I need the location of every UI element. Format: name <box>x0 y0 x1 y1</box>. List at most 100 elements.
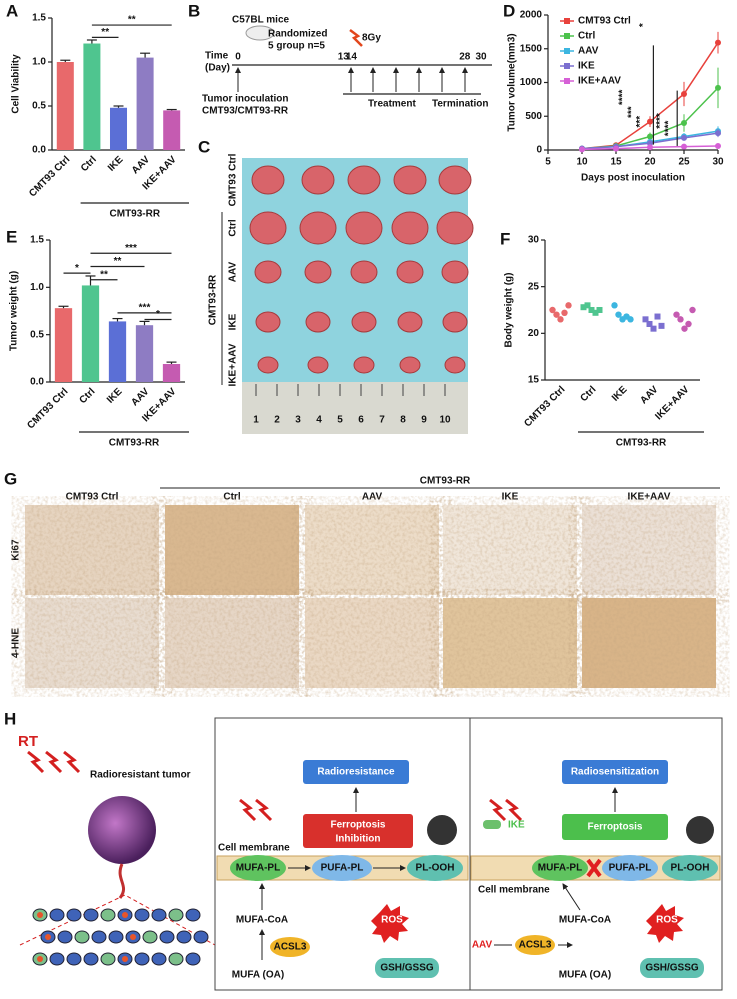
point <box>681 134 687 141</box>
point <box>627 316 634 323</box>
ros-label: ROS <box>656 915 678 926</box>
point <box>715 142 721 149</box>
y-tick-label: 30 <box>528 235 540 246</box>
legend-marker <box>564 78 570 84</box>
timeline: C57BL mice Randomized 5 group n=5 8Gy Ti… <box>202 15 492 117</box>
legend-label: CMT93 Ctrl <box>578 16 631 27</box>
histology-texture <box>25 505 159 595</box>
histology-texture <box>443 598 577 688</box>
y-axis-label: Tumor weight (g) <box>9 271 20 351</box>
x-tick-label: Ctrl <box>579 384 599 404</box>
y-tick-label: 20 <box>528 328 540 339</box>
randomized-label: 5 group n=5 <box>268 41 325 52</box>
column-label: IKE+AAV <box>628 492 671 503</box>
sig-label: **** <box>617 89 628 105</box>
sig-label: ** <box>114 256 122 267</box>
tumor <box>441 260 469 284</box>
bar <box>163 110 181 150</box>
point <box>647 144 653 151</box>
x-axis-label: Days post inoculation <box>581 173 685 184</box>
bar <box>56 62 74 150</box>
sig-label: *** <box>635 116 646 128</box>
tumor <box>249 211 287 245</box>
y-tick-label: 0.0 <box>30 377 44 388</box>
y-tick-label: 2000 <box>520 10 543 21</box>
inoculation-label: CMT93/CMT93-RR <box>202 106 289 117</box>
cell <box>134 952 150 966</box>
point <box>646 321 653 327</box>
row-label: Ki67 <box>11 539 22 561</box>
ruler-label: 2 <box>274 415 280 426</box>
x-tick-label: AAV <box>638 384 660 406</box>
panel-label: D <box>503 1 515 20</box>
y-axis-label: Tumor volume(mm3) <box>507 33 518 131</box>
tumor <box>442 311 468 333</box>
nucleus <box>122 912 128 918</box>
nucleus <box>45 934 51 940</box>
y-tick-label: 1500 <box>520 43 543 54</box>
tumor <box>304 260 332 284</box>
gsh-label: GSH/GSSG <box>645 963 699 974</box>
x-tick-label: 5 <box>545 157 551 168</box>
sig-label: *** <box>125 243 137 254</box>
point <box>584 302 591 309</box>
column-label: AAV <box>362 492 383 503</box>
group-label: CMT93-RR <box>109 438 160 449</box>
row-label: IKE <box>228 313 239 330</box>
panel-label: F <box>500 229 510 248</box>
y-axis-label: Body weight (g) <box>504 273 515 348</box>
coa-label: MUFA-CoA <box>559 915 611 926</box>
nucleus <box>130 934 136 940</box>
bar <box>108 321 127 382</box>
y-tick-label: 1000 <box>520 77 543 88</box>
sig-label: ** <box>128 15 136 26</box>
point <box>596 307 603 313</box>
cell <box>66 908 82 922</box>
lipid-label: MUFA-PL <box>538 863 582 874</box>
x-tick-label: AAV <box>129 386 151 408</box>
tumor <box>391 211 429 245</box>
sig-label: *** <box>626 106 637 118</box>
tumor <box>257 356 279 374</box>
column-label: CMT93 Ctrl <box>66 492 119 503</box>
legend-label: Ctrl <box>578 31 595 42</box>
nucleus <box>37 912 43 918</box>
point <box>658 322 665 329</box>
lipid-label: PL-OOH <box>416 863 455 874</box>
cell <box>83 952 99 966</box>
enzyme-label: ACSL3 <box>519 940 552 951</box>
dose-label: 8Gy <box>362 33 381 44</box>
cell <box>100 908 116 922</box>
ruler-label: 1 <box>253 415 259 426</box>
tumor <box>345 211 383 245</box>
y-tick-label: 0.0 <box>32 145 46 156</box>
point <box>685 320 692 328</box>
x-tick-label: 25 <box>678 157 690 168</box>
cell <box>100 952 116 966</box>
y-tick-label: 0.5 <box>30 329 44 340</box>
ruler-label: 3 <box>295 415 301 426</box>
tumor <box>254 260 282 284</box>
point <box>647 133 653 140</box>
histology-texture <box>165 505 299 595</box>
y-tick-label: 1.5 <box>32 13 46 24</box>
legend-label: IKE <box>578 61 595 72</box>
bar <box>136 57 154 150</box>
rt-label: RT <box>18 733 38 750</box>
point <box>650 325 657 332</box>
tumor-label: Radioresistant tumor <box>90 770 191 781</box>
lipid-label: PUFA-PL <box>321 863 364 874</box>
sig-label: ** <box>101 27 109 38</box>
point <box>549 306 556 314</box>
coa-label: MUFA-CoA <box>236 915 288 926</box>
histology-texture <box>305 505 439 595</box>
point <box>715 39 721 46</box>
cell <box>168 908 184 922</box>
day-label: 30 <box>475 52 487 63</box>
cell <box>176 930 192 944</box>
y-tick-label: 0.5 <box>32 101 46 112</box>
outcome-label: Radioresistance <box>317 767 395 778</box>
panel-label: C <box>198 137 210 156</box>
point <box>647 118 653 125</box>
tumor <box>305 311 331 333</box>
